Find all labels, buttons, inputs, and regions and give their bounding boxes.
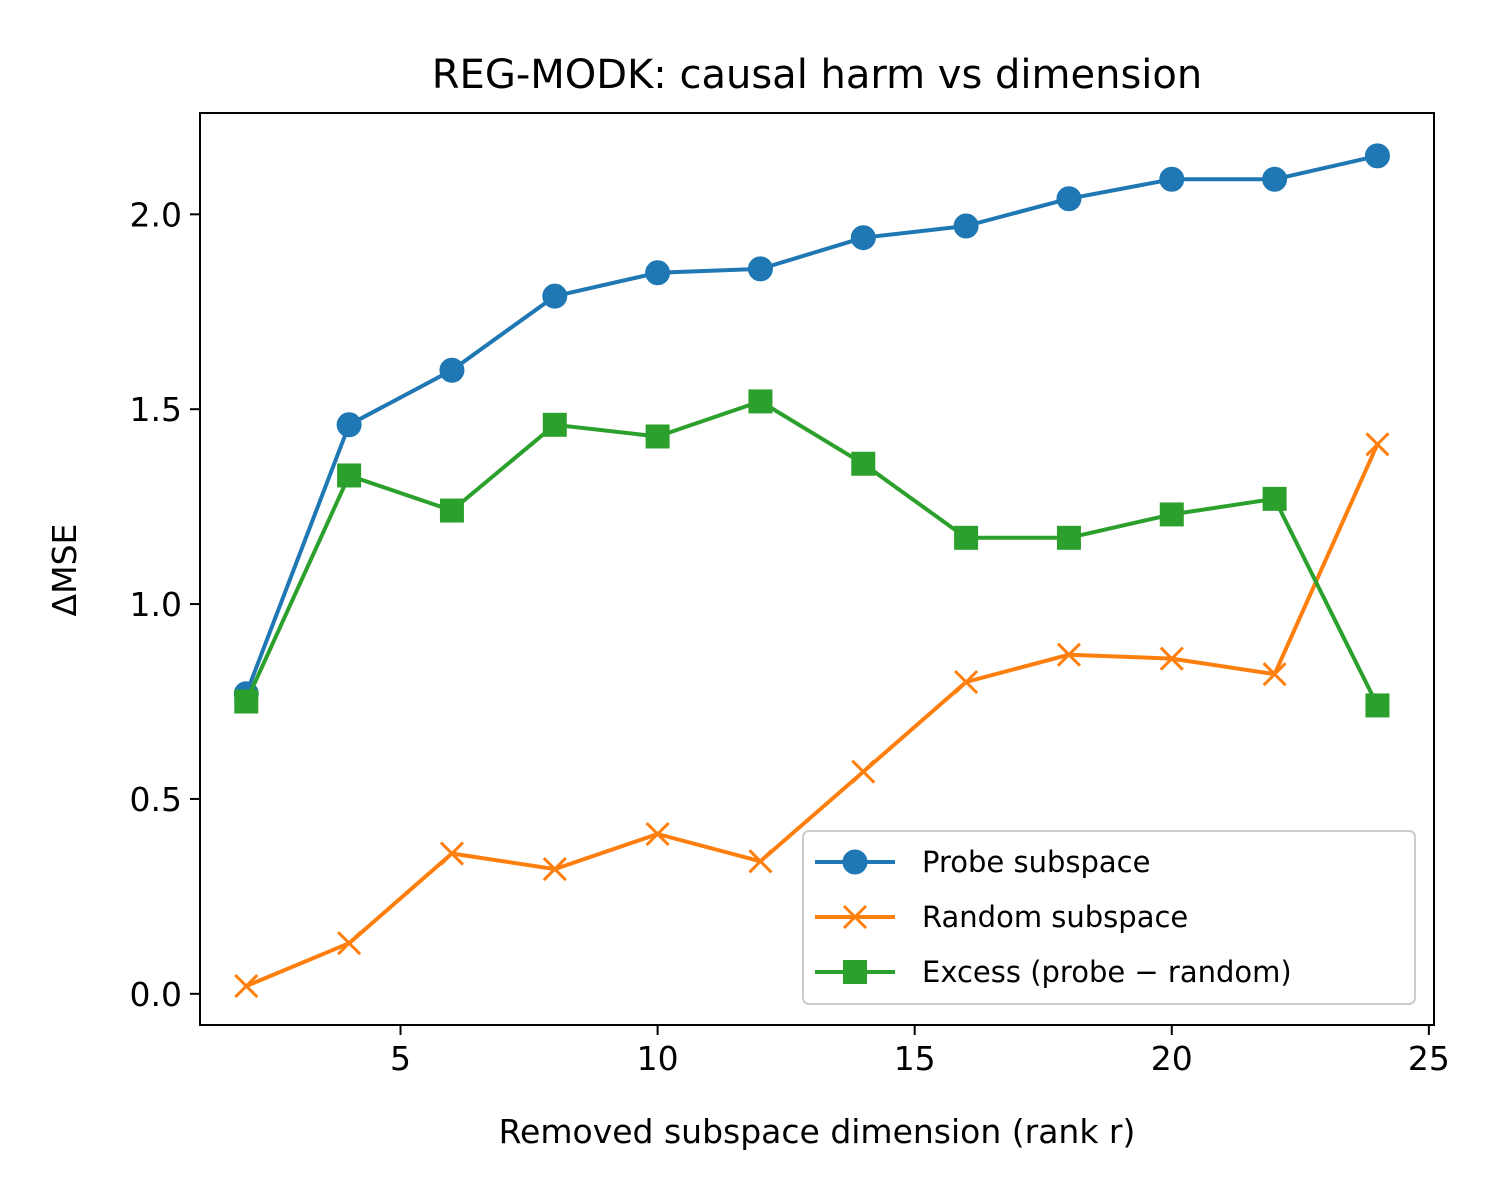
series-line [244, 153, 1378, 695]
series-line [245, 443, 1380, 988]
data-point [1159, 166, 1185, 192]
data-point [234, 689, 259, 714]
data-point [439, 841, 465, 866]
legend-item: Probe subspace [815, 845, 1150, 879]
data-point [1364, 143, 1390, 169]
data-point [1159, 502, 1184, 527]
legend: Probe subspace Random subspace Excess (pro… [802, 830, 1416, 1005]
data-point [851, 451, 876, 476]
x-tick-label: 15 [894, 1039, 936, 1078]
data-point [439, 357, 465, 383]
data-point [850, 225, 876, 251]
x-tick-label: 25 [1408, 1039, 1450, 1078]
plot-frame [199, 112, 1435, 1026]
data-point [542, 283, 568, 309]
data-point [1262, 662, 1287, 687]
legend-item: Excess (probe − random) [815, 955, 1292, 989]
data-point [1056, 186, 1082, 212]
series-1 [233, 143, 1390, 707]
y-tick-label: 0.5 [130, 780, 182, 819]
legend-label: Excess (probe − random) [922, 955, 1292, 989]
y-tick-label: 0.0 [130, 975, 182, 1014]
legend-label: Random subspace [922, 900, 1188, 934]
axis-ticks: 5 10 15 20 25 0.0 0.5 1.0 1.5 2.0 [130, 195, 1450, 1078]
legend-item: Random subspace [815, 900, 1188, 934]
chart-title: REG-MODK: causal harm vs dimension [432, 52, 1202, 98]
x-axis-label: Removed subspace dimension (rank r) [499, 1112, 1136, 1151]
data-point [645, 260, 671, 286]
data-point [1159, 646, 1184, 671]
data-point [337, 931, 362, 956]
data-point [1262, 486, 1287, 511]
data-point [234, 973, 259, 999]
legend-label: Probe subspace [922, 845, 1150, 879]
data-point [954, 669, 979, 695]
data-point [542, 412, 567, 437]
data-point [542, 857, 567, 882]
legend-box [802, 830, 1416, 1005]
data-point [1365, 432, 1390, 457]
series-line [244, 399, 1380, 707]
y-tick-label: 1.5 [130, 390, 182, 429]
data-point [645, 821, 670, 847]
data-point [953, 213, 979, 239]
data-point [1365, 693, 1390, 718]
data-point [645, 424, 670, 449]
data-point [1056, 525, 1081, 550]
data-point [336, 412, 362, 438]
x-tick-label: 5 [390, 1039, 411, 1078]
y-axis-label: ΔMSE [45, 524, 84, 617]
data-point [747, 256, 773, 282]
data-point [439, 498, 464, 523]
series-group [233, 143, 1390, 999]
series-2 [234, 432, 1390, 999]
data-point [1056, 642, 1082, 667]
data-point [337, 463, 362, 488]
legend-marker [843, 960, 867, 984]
data-point [748, 389, 773, 414]
data-point [1262, 166, 1288, 192]
x-tick-label: 20 [1151, 1039, 1193, 1078]
x-tick-label: 10 [637, 1039, 679, 1078]
data-point [851, 759, 876, 784]
legend-marker [842, 849, 868, 875]
legend-marker [842, 904, 868, 930]
series-3 [234, 389, 1390, 718]
y-tick-label: 2.0 [130, 195, 182, 234]
data-point [748, 849, 773, 874]
y-tick-label: 1.0 [130, 585, 182, 624]
data-point [954, 525, 979, 550]
